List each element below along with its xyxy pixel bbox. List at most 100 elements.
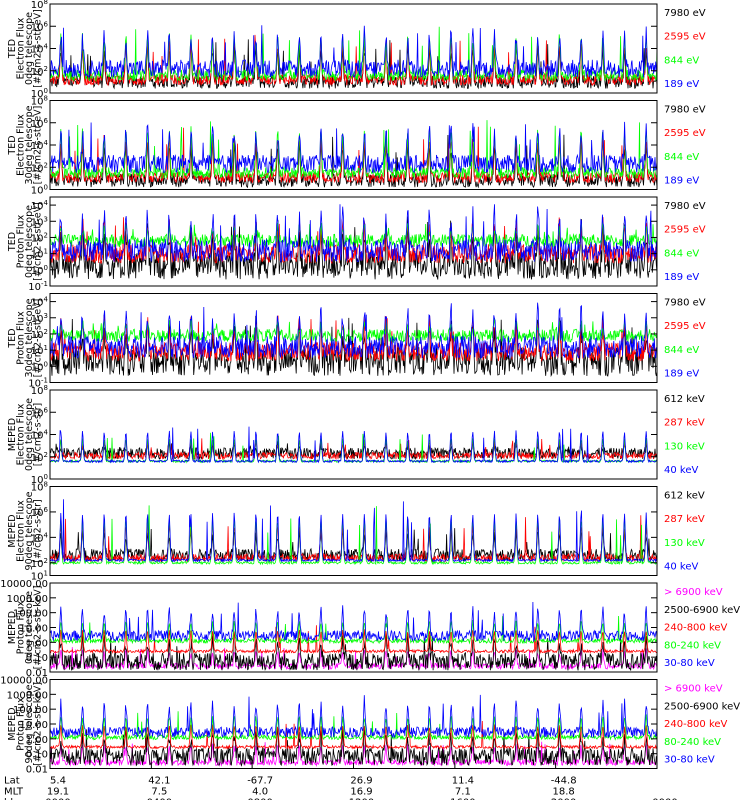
y-axis-label-line: Electron Flux — [16, 17, 27, 79]
series-trace-2 — [50, 632, 657, 671]
series-trace-1 — [50, 528, 657, 564]
series-trace-5 — [50, 601, 657, 643]
y-axis-label-line: TED — [7, 328, 18, 348]
y-axis-label-line: Proton Flux — [16, 311, 27, 365]
x-tick-label: 2000 — [551, 798, 576, 800]
x-tick-label: 1600 — [450, 798, 475, 800]
y-tick-label: 101 — [31, 344, 48, 357]
y-tick-label: 0.01 — [26, 765, 48, 776]
y-tick-label: 1000.00 — [7, 594, 48, 605]
legend-entry: 2595 eV — [664, 128, 706, 139]
y-tick-label: 100.00 — [13, 609, 48, 620]
y-tick-label: 102 — [31, 161, 48, 174]
series-trace-1 — [50, 134, 657, 189]
series-trace-2 — [50, 438, 657, 461]
y-tick-label: 106 — [31, 506, 49, 519]
legend-entry: 844 eV — [664, 345, 699, 356]
x-tick-label: 18.8 — [552, 787, 574, 798]
y-axis-label-line: MEPED — [7, 418, 18, 451]
legend-entry: 189 eV — [664, 79, 699, 90]
legend-entry: 612 keV — [664, 491, 705, 502]
series-trace-3 — [50, 720, 657, 750]
y-axis-label-line: 0deg telescope — [24, 12, 35, 85]
series-trace-4 — [50, 302, 657, 359]
y-tick-label: 108 — [31, 95, 48, 108]
y-tick-label: 108 — [31, 384, 48, 397]
legend-entry: 7980 eV — [664, 201, 706, 212]
y-axis-label-line: 30deg telescope — [24, 298, 35, 377]
legend-entry: 7980 eV — [664, 298, 706, 309]
legend-entry: 30-80 keV — [664, 658, 715, 669]
legend-entry: 2500-6900 keV — [664, 605, 740, 616]
y-tick-label: 1.00 — [26, 638, 48, 649]
x-tick-label: -67.7 — [247, 776, 273, 787]
legend-entry: 844 eV — [664, 248, 699, 259]
panel-7: 0.010.101.0010.00100.001000.0010000.00ME… — [0, 579, 740, 679]
y-axis-label-line: MEPED — [7, 514, 18, 547]
legend-entry: 189 eV — [664, 272, 699, 283]
legend-entry: 240-800 keV — [664, 623, 728, 634]
x-tick-label: 0000 — [45, 798, 70, 800]
y-tick-label: 100.00 — [13, 705, 48, 716]
legend-entry: 287 keV — [664, 514, 705, 525]
y-axis-label-line: Electron Flux — [16, 403, 27, 465]
legend-entry: 2595 eV — [664, 32, 706, 43]
series-trace-3 — [50, 318, 657, 344]
legend-entry: 189 eV — [664, 176, 699, 187]
y-axis-label-line: [#/cm2-s-str-eV] — [33, 106, 44, 185]
panel-frame — [49, 389, 658, 480]
y-tick-label: 101 — [31, 248, 48, 261]
y-tick-label: 1000.00 — [7, 690, 48, 701]
y-tick-label: 106 — [31, 117, 49, 130]
y-tick-label: 100 — [31, 473, 48, 486]
y-axis-label-line: 30deg telescope — [24, 105, 35, 184]
y-axis-label-line: [#/cm2-s-str-keV] — [33, 682, 44, 766]
legend-entry: 30-80 keV — [664, 755, 715, 766]
y-tick-label: 104 — [31, 199, 49, 212]
y-tick-label: 10.00 — [19, 720, 48, 731]
series-trace-4 — [50, 615, 657, 645]
y-tick-label: 102 — [31, 328, 48, 341]
x-tick-label: 5.4 — [50, 776, 66, 787]
legend-entry: 80-240 keV — [664, 640, 721, 651]
y-tick-label: 102 — [31, 557, 48, 570]
legend-entry: 189 eV — [664, 369, 699, 380]
y-tick-label: 100 — [31, 360, 48, 373]
y-tick-label: 102 — [31, 65, 48, 78]
series-trace-3 — [50, 505, 657, 566]
y-axis-label-line: Proton Flux — [16, 697, 27, 751]
y-axis-label-line: Proton Flux — [16, 600, 27, 654]
y-tick-label: 102 — [31, 231, 48, 244]
panel-frame — [49, 293, 658, 383]
x-row-label: MLT — [4, 787, 24, 798]
legend-entry: > 6900 keV — [664, 684, 723, 695]
y-tick-label: 104 — [31, 531, 49, 544]
series-trace-2 — [50, 217, 657, 265]
y-tick-label: 10000.00 — [0, 676, 48, 687]
y-tick-label: 10.00 — [19, 624, 48, 635]
legend-entry: 287 keV — [664, 418, 705, 429]
y-tick-label: 10000.00 — [0, 579, 48, 590]
y-tick-label: 100 — [31, 87, 48, 100]
y-tick-label: 0.10 — [26, 653, 48, 664]
legend-entry: 844 eV — [664, 152, 699, 163]
y-tick-label: 108 — [31, 0, 48, 11]
series-trace-1 — [50, 39, 657, 90]
series-trace-4 — [50, 426, 657, 464]
y-tick-label: 106 — [31, 406, 49, 419]
series-trace-5 — [50, 694, 657, 739]
y-tick-label: 106 — [31, 20, 49, 33]
y-tick-label: 104 — [31, 139, 49, 152]
x-tick-label: 0800 — [247, 798, 272, 800]
series-trace-3 — [50, 120, 657, 180]
